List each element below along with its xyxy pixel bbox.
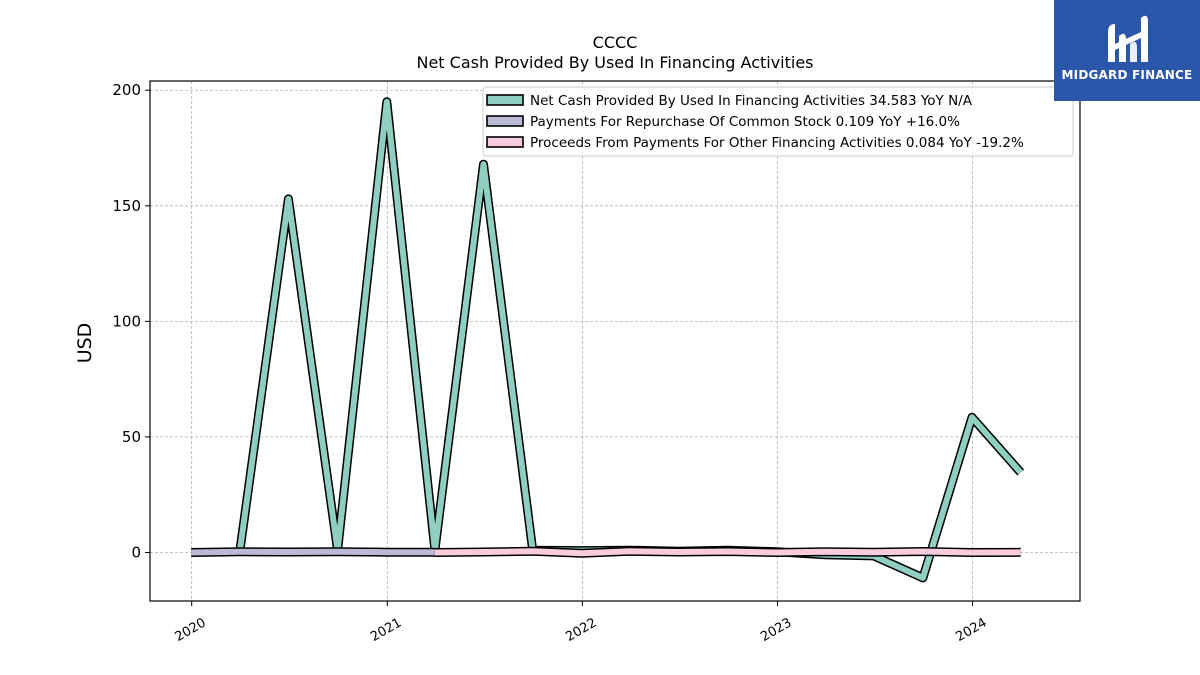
legend-swatch <box>486 94 524 106</box>
series-3 <box>434 546 1021 558</box>
y-tick-label: 0 <box>131 543 141 561</box>
y-axis: 0 50 100 150 200 <box>112 81 150 561</box>
legend-entry-label: Payments For Repurchase Of Common Stock … <box>530 114 960 130</box>
plot-frame <box>149 80 1081 602</box>
legend-box <box>482 86 1074 157</box>
y-tick-label: 50 <box>122 428 141 446</box>
series-2 <box>191 547 435 557</box>
legend-swatch <box>486 115 524 127</box>
series-line <box>191 548 435 556</box>
series-line <box>434 548 1021 557</box>
y-axis-label: USD <box>74 323 96 364</box>
chart-subtitle: Net Cash Provided By Used In Financing A… <box>416 53 813 72</box>
legend-swatch <box>486 136 524 148</box>
y-tick-label: 150 <box>112 197 141 215</box>
y-tick-label: 100 <box>112 312 141 330</box>
series-layer <box>191 97 1025 583</box>
chart-title: CCCC <box>593 33 638 52</box>
y-tick-label: 200 <box>112 81 141 99</box>
midgard-logo-icon <box>1108 15 1148 62</box>
legend-entry-label: Net Cash Provided By Used In Financing A… <box>530 93 973 109</box>
legend: Net Cash Provided By Used In Financing A… <box>482 86 1074 157</box>
logo-text: MIDGARD FINANCE <box>1061 68 1193 82</box>
brand-logo: MIDGARD FINANCE <box>1054 0 1200 101</box>
legend-entry-label: Proceeds From Payments For Other Financi… <box>530 135 1024 151</box>
